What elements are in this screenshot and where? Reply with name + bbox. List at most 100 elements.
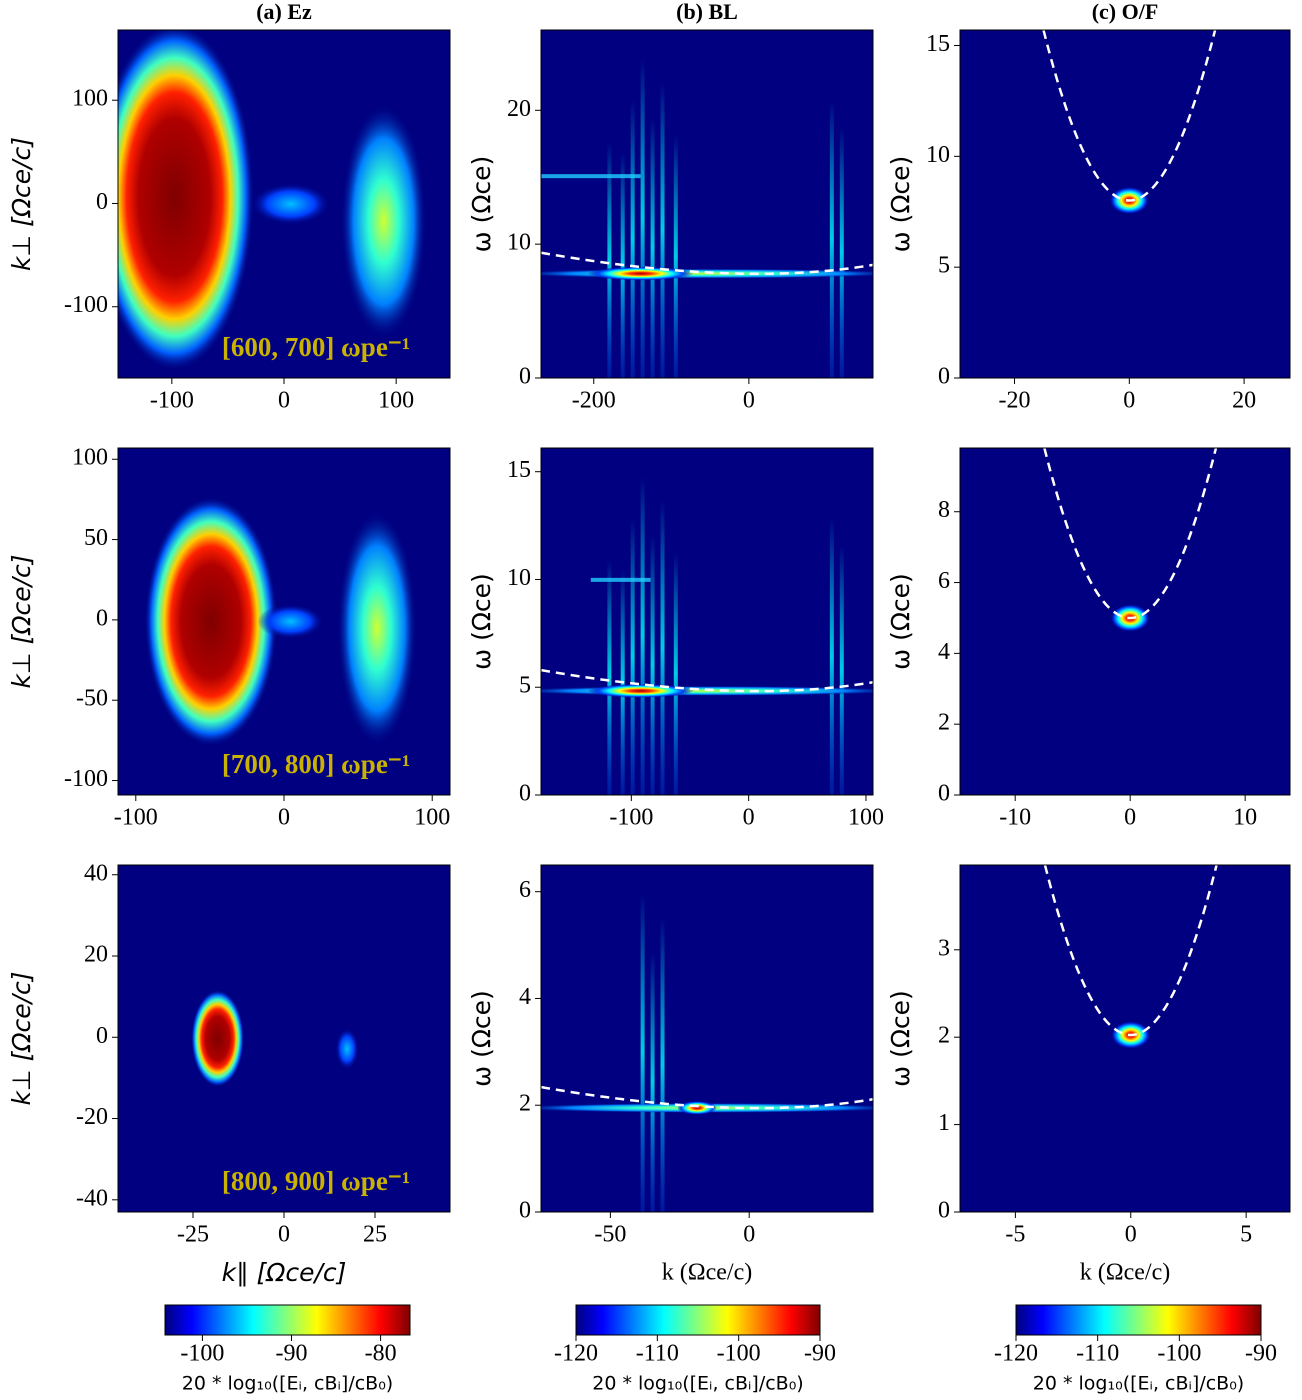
x-tick-label: 0 <box>278 1222 290 1248</box>
colorbar <box>164 1304 411 1336</box>
y-tick-label: 10 <box>507 565 531 591</box>
colorbar-tick-label: -100 <box>717 1341 761 1367</box>
x-tick-label: 100 <box>414 805 450 831</box>
colorbar-tick-label: -120 <box>994 1341 1038 1367</box>
x-tick-label: 0 <box>1124 805 1136 831</box>
plot-area <box>960 448 1290 795</box>
plot-area <box>960 30 1290 378</box>
frame <box>540 29 874 379</box>
intensity-region <box>118 30 255 371</box>
y-tick-label: 2 <box>938 710 950 736</box>
y-tick-label: 3 <box>938 935 950 961</box>
y-tick-label: 5 <box>938 253 950 279</box>
y-axis-label: ω (Ωce) <box>886 573 915 670</box>
colorbar-label: 20 * log₁₀([Eᵢ, cBᵢ]/cB₀) <box>592 1373 803 1395</box>
x-tick-label: -100 <box>609 805 653 831</box>
side-line <box>590 577 651 582</box>
colorbar-label: 20 * log₁₀([Eᵢ, cBᵢ]/cB₀) <box>1033 1373 1244 1395</box>
intensity-region <box>191 989 245 1088</box>
frame <box>959 447 1291 796</box>
y-tick-label: 4 <box>938 639 950 665</box>
y-axis-label: k⊥ [Ωce/c] <box>7 971 36 1105</box>
y-tick-label: 0 <box>938 364 950 390</box>
plot-area <box>541 30 873 378</box>
x-axis-label: k∥ [Ωce/c] <box>222 1258 347 1287</box>
x-tick-label: 0 <box>278 805 290 831</box>
intensity-region <box>250 183 331 225</box>
y-tick-label: 0 <box>96 1023 108 1049</box>
y-axis-label: ω (Ωce) <box>467 573 496 670</box>
y-tick-label: 0 <box>938 781 950 807</box>
y-tick-label: 2 <box>519 1091 531 1117</box>
streak <box>660 82 665 378</box>
streak <box>839 127 844 378</box>
annotation: [800, 900] ωpe⁻¹ <box>222 1166 410 1196</box>
colorbar-tick-label: -90 <box>1245 1341 1277 1367</box>
x-tick-label: 20 <box>1232 388 1256 414</box>
heatmap-background <box>118 865 450 1212</box>
plot-area <box>118 448 450 795</box>
x-axis-label: k (Ωce/c) <box>662 1260 752 1286</box>
streak <box>630 517 635 795</box>
y-tick-label: 20 <box>84 942 108 968</box>
streak <box>673 552 678 795</box>
y-tick-label: 6 <box>519 877 531 903</box>
y-axis-label: k⊥ [Ωce/c] <box>7 137 36 271</box>
y-axis-label: ω (Ωce) <box>467 990 496 1087</box>
x-tick-label: 0 <box>743 1222 755 1248</box>
x-tick-label: 0 <box>278 388 290 414</box>
x-tick-label: -50 <box>594 1222 626 1248</box>
plot-area <box>960 865 1290 1212</box>
side-line <box>541 174 641 179</box>
streak <box>673 134 678 378</box>
intensity-region <box>257 604 324 639</box>
y-axis-label: ω (Ωce) <box>886 990 915 1087</box>
x-tick-label: 25 <box>363 1222 387 1248</box>
y-tick-label: 40 <box>84 860 108 886</box>
y-tick-label: -100 <box>64 766 108 792</box>
plot-area <box>541 448 873 795</box>
y-tick-label: 100 <box>72 86 108 112</box>
annotation: [700, 800] ωpe⁻¹ <box>222 749 410 779</box>
colorbar-tick-label: -120 <box>554 1341 598 1367</box>
intensity-region <box>587 683 694 698</box>
panel-title: (c) O/F <box>1092 0 1159 24</box>
y-tick-label: 8 <box>938 497 950 523</box>
streak <box>607 141 612 378</box>
streak <box>640 57 645 378</box>
x-tick-label: -10 <box>999 805 1031 831</box>
x-tick-label: 100 <box>378 388 414 414</box>
y-tick-label: 2 <box>938 1023 950 1049</box>
streak <box>829 517 834 795</box>
streak <box>640 892 645 1212</box>
y-tick-label: 0 <box>519 364 531 390</box>
streak <box>607 559 612 795</box>
streak <box>829 99 834 378</box>
y-tick-label: 0 <box>96 605 108 631</box>
intensity-region <box>677 1100 717 1115</box>
colorbar <box>1015 1304 1262 1336</box>
x-tick-label: 0 <box>1125 1222 1137 1248</box>
streak <box>650 534 655 795</box>
x-axis-label: k (Ωce/c) <box>1080 1260 1170 1286</box>
y-tick-label: -40 <box>76 1185 108 1211</box>
annotation: [600, 700] ωpe⁻¹ <box>222 332 410 362</box>
frame <box>959 29 1291 379</box>
streak <box>660 917 665 1212</box>
panel-title: (b) BL <box>676 0 738 24</box>
y-tick-label: 0 <box>96 189 108 215</box>
y-tick-label: -50 <box>76 686 108 712</box>
dispersion-curve <box>541 668 873 693</box>
heatmap-background <box>541 865 873 1212</box>
y-tick-label: 6 <box>938 568 950 594</box>
x-tick-label: -200 <box>572 388 616 414</box>
y-tick-label: 50 <box>84 525 108 551</box>
plot-area <box>541 865 873 1212</box>
y-tick-label: 100 <box>72 445 108 471</box>
colorbar-label: 20 * log₁₀([Eᵢ, cBᵢ]/cB₀) <box>182 1373 393 1395</box>
dispersion-curve <box>541 251 873 276</box>
y-tick-label: 5 <box>519 673 531 699</box>
y-tick-label: 20 <box>507 96 531 122</box>
colorbar-tick-label: -100 <box>1157 1341 1201 1367</box>
streak <box>640 475 645 795</box>
